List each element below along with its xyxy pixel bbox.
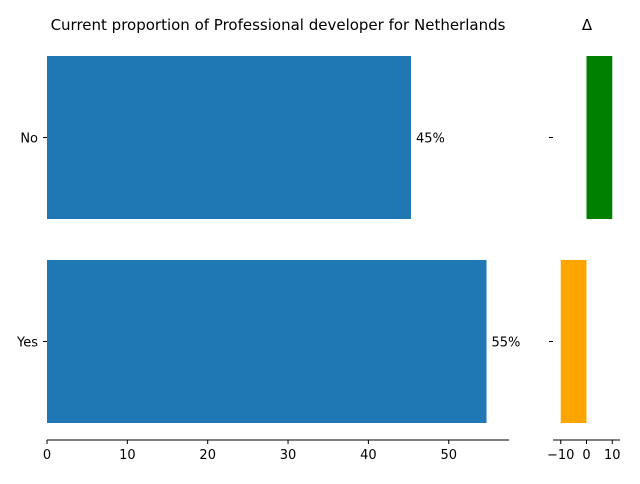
- x-tick-label: 30: [280, 448, 297, 463]
- delta-plot: −10 0 10: [547, 56, 621, 463]
- delta-x-tick-label: −10: [547, 448, 574, 463]
- x-tick-label: 0: [43, 448, 51, 463]
- main-chart-title: Current proportion of Professional devel…: [51, 16, 506, 34]
- y-tick-label-no: No: [20, 132, 38, 147]
- x-tick-label: 50: [440, 448, 457, 463]
- main-plot: 45% No 55% Yes 0 10 20 30 40 50: [16, 56, 520, 463]
- delta-chart-title: Δ: [582, 16, 593, 34]
- delta-x-tick-label: 0: [582, 448, 590, 463]
- bar-value-label-no: 45%: [416, 132, 445, 147]
- x-tick-label: 40: [360, 448, 377, 463]
- bar-no: [47, 56, 411, 219]
- x-tick-label: 10: [119, 448, 136, 463]
- bar-value-label-yes: 55%: [492, 336, 521, 351]
- x-tick-label: 20: [199, 448, 216, 463]
- bar-yes: [47, 260, 487, 423]
- delta-bar-no: [586, 56, 613, 219]
- delta-x-tick-label: 10: [604, 448, 621, 463]
- delta-bar-yes: [560, 260, 587, 423]
- y-tick-label-yes: Yes: [16, 336, 38, 351]
